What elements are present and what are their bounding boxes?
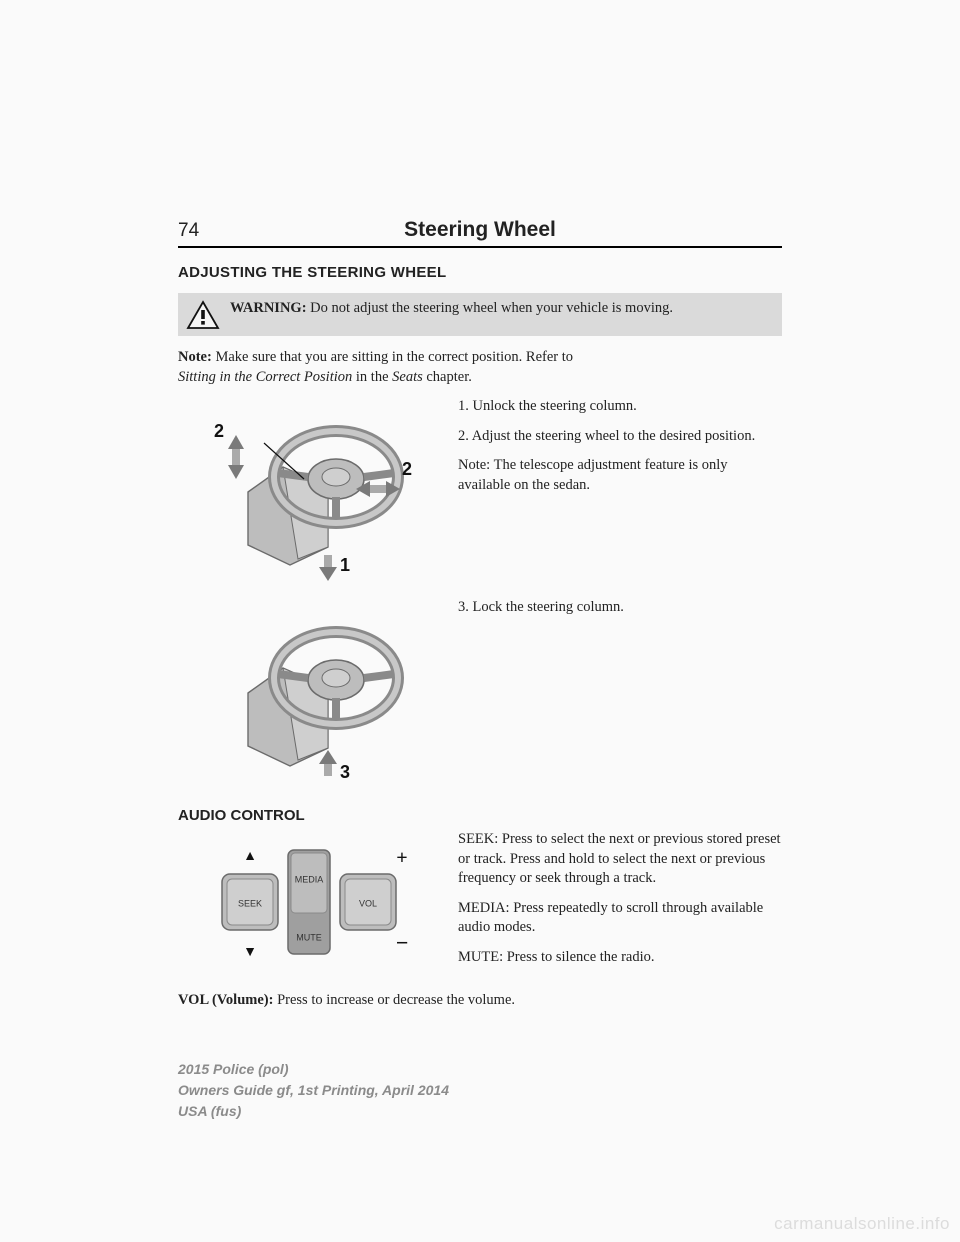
vol-plus: + [396,847,407,869]
warning-box: WARNING: Do not adjust the steering whee… [178,293,782,336]
figure-row-1: 2 2 1 1. Unlock the steering column. 2. … [178,397,782,592]
footer-code2: (fus) [207,1103,241,1119]
footer-line-3: USA (fus) [178,1101,449,1122]
fig1-note-lead: Note: [458,457,490,473]
fig2-label-3: 3 [340,762,350,782]
step-1: 1. Unlock the steering column. [458,397,782,417]
section-heading-audio: AUDIO CONTROL [178,807,782,824]
figure-row-audio: SEEK ▲ ▼ MEDIA MUTE VOL + [178,830,782,985]
seek-label: SEEK [238,899,262,909]
seek-down-arrow: ▼ [243,945,257,960]
page-content: 74 Steering Wheel ADJUSTING THE STEERING… [178,218,782,1015]
warning-lead: WARNING: [230,300,307,316]
media-lead: MEDIA: [458,900,510,916]
footer-line-1: 2015 Police (pol) [178,1059,449,1080]
note-ital2: Seats [392,369,423,385]
fig1-note-text: The telescope adjustment feature is only… [458,457,728,493]
vol-minus: − [396,930,409,955]
vol-lead: VOL (Volume): [178,992,273,1008]
footer-line-2: Owners Guide gf, 1st Printing, April 201… [178,1080,449,1101]
seek-lead: SEEK: [458,831,498,847]
fig1-label-2b: 2 [402,459,412,479]
page-header: 74 Steering Wheel [178,218,782,248]
mute-label: MUTE [296,933,322,943]
note-ital1: Sitting in the Correct Position [178,369,352,385]
seek-body: Press to select the next or previous sto… [458,831,781,886]
fig1-note: Note: The telescope adjustment feature i… [458,456,782,495]
note-tail: chapter. [423,369,472,385]
warning-triangle-icon [186,300,220,330]
note-text1: Make sure that you are sitting in the co… [212,349,573,365]
note-position: Note: Make sure that you are sitting in … [178,348,782,387]
media-desc: MEDIA: Press repeatedly to scroll throug… [458,899,782,938]
note-mid: in the [352,369,392,385]
seek-desc: SEEK: Press to select the next or previo… [458,830,782,889]
media-label: MEDIA [295,875,324,885]
footer-code1: (pol) [254,1061,288,1077]
warning-text: WARNING: Do not adjust the steering whee… [230,299,673,319]
footer-model: 2015 Police [178,1061,254,1077]
section-heading-adjusting: ADJUSTING THE STEERING WHEEL [178,264,782,281]
fig1-label-1: 1 [340,555,350,575]
page-number: 74 [178,220,248,242]
warning-body: Do not adjust the steering wheel when yo… [307,300,673,316]
watermark: carmanualsonline.info [774,1214,950,1234]
figure-1: 2 2 1 [178,397,438,592]
step-2: 2. Adjust the steering wheel to the desi… [458,427,782,447]
seek-up-arrow: ▲ [243,849,257,864]
vol-desc: VOL (Volume): Press to increase or decre… [178,991,782,1011]
figure-audio: SEEK ▲ ▼ MEDIA MUTE VOL + [178,830,438,985]
step-3: 3. Lock the steering column. [458,598,782,618]
mute-body: Press to silence the radio. [503,949,654,965]
chapter-title: Steering Wheel [248,218,782,242]
figure-2: 3 [178,598,438,793]
mute-lead: MUTE: [458,949,503,965]
figure-2-text: 3. Lock the steering column. [438,598,782,628]
figure-1-text: 1. Unlock the steering column. 2. Adjust… [438,397,782,505]
footer-region: USA [178,1103,207,1119]
mute-desc: MUTE: Press to silence the radio. [458,948,782,968]
page-footer: 2015 Police (pol) Owners Guide gf, 1st P… [178,1059,449,1122]
vol-body: Press to increase or decrease the volume… [273,992,515,1008]
figure-row-2: 3 3. Lock the steering column. [178,598,782,793]
note-lead: Note: [178,349,212,365]
fig1-label-2a: 2 [214,421,224,441]
vol-label: VOL [359,899,377,909]
audio-text: SEEK: Press to select the next or previo… [438,830,782,977]
